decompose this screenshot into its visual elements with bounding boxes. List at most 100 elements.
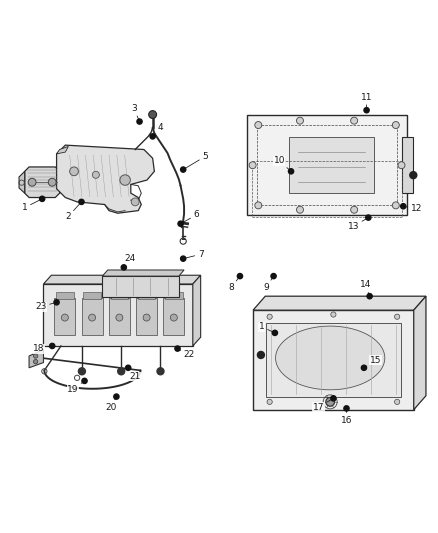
- Polygon shape: [193, 275, 201, 346]
- Bar: [257, 125, 397, 205]
- Circle shape: [79, 199, 84, 205]
- Circle shape: [351, 117, 358, 124]
- Circle shape: [267, 314, 272, 319]
- Text: 10: 10: [273, 156, 289, 169]
- Circle shape: [288, 169, 293, 174]
- Polygon shape: [57, 147, 68, 154]
- Circle shape: [118, 368, 125, 375]
- Polygon shape: [276, 326, 385, 390]
- Circle shape: [180, 167, 186, 172]
- Circle shape: [331, 395, 336, 401]
- Circle shape: [398, 161, 405, 169]
- Circle shape: [344, 406, 349, 411]
- Circle shape: [88, 314, 95, 321]
- Text: 5: 5: [186, 152, 208, 168]
- Polygon shape: [19, 171, 25, 193]
- Circle shape: [401, 204, 406, 209]
- Polygon shape: [247, 116, 407, 215]
- Text: 24: 24: [124, 254, 135, 268]
- Text: 7: 7: [186, 250, 204, 259]
- Polygon shape: [102, 270, 184, 276]
- Circle shape: [258, 351, 265, 359]
- Bar: [165, 292, 183, 299]
- Bar: [54, 298, 75, 335]
- Text: 19: 19: [67, 383, 82, 394]
- Circle shape: [33, 354, 38, 358]
- Circle shape: [297, 117, 304, 124]
- Polygon shape: [266, 323, 401, 397]
- Circle shape: [271, 273, 276, 279]
- Bar: [56, 292, 74, 299]
- Circle shape: [392, 202, 399, 209]
- Text: 23: 23: [35, 302, 54, 311]
- Text: 3: 3: [131, 104, 138, 119]
- Circle shape: [178, 221, 183, 227]
- Circle shape: [78, 368, 85, 375]
- Text: 17: 17: [313, 400, 331, 411]
- Bar: [138, 292, 155, 299]
- Text: 15: 15: [366, 356, 381, 366]
- Bar: [111, 292, 128, 299]
- Circle shape: [272, 330, 278, 335]
- Circle shape: [82, 378, 87, 384]
- Polygon shape: [414, 296, 426, 410]
- Polygon shape: [43, 275, 201, 284]
- Circle shape: [367, 294, 372, 299]
- Circle shape: [137, 119, 142, 124]
- Circle shape: [395, 314, 400, 319]
- Circle shape: [120, 175, 131, 185]
- Polygon shape: [29, 350, 43, 368]
- Circle shape: [361, 365, 367, 370]
- Text: 11: 11: [361, 93, 372, 108]
- Circle shape: [126, 365, 131, 370]
- Circle shape: [131, 198, 139, 206]
- Text: 1: 1: [22, 200, 40, 212]
- Circle shape: [351, 206, 358, 213]
- Bar: [136, 298, 157, 335]
- Text: 4: 4: [155, 123, 163, 134]
- Polygon shape: [25, 167, 60, 198]
- Circle shape: [297, 206, 304, 213]
- Circle shape: [237, 273, 243, 279]
- Circle shape: [175, 346, 180, 351]
- Text: 18: 18: [33, 344, 49, 353]
- Circle shape: [255, 202, 262, 209]
- Bar: [403, 138, 413, 193]
- Text: 16: 16: [341, 411, 352, 425]
- Circle shape: [49, 343, 55, 349]
- Circle shape: [410, 172, 417, 179]
- Circle shape: [395, 399, 400, 405]
- Circle shape: [326, 398, 335, 406]
- Circle shape: [116, 314, 123, 321]
- Bar: [163, 298, 184, 335]
- Circle shape: [255, 122, 262, 128]
- Polygon shape: [102, 276, 179, 297]
- Bar: [109, 298, 130, 335]
- Polygon shape: [57, 145, 154, 213]
- Circle shape: [114, 394, 119, 399]
- Circle shape: [121, 265, 127, 270]
- Circle shape: [157, 368, 164, 375]
- Polygon shape: [43, 284, 193, 346]
- Polygon shape: [253, 310, 414, 410]
- Text: 13: 13: [348, 219, 366, 231]
- Circle shape: [61, 314, 68, 321]
- Bar: [252, 161, 403, 217]
- Circle shape: [249, 161, 256, 169]
- Circle shape: [33, 359, 38, 364]
- Text: 8: 8: [228, 278, 238, 292]
- Text: 21: 21: [128, 368, 141, 381]
- Circle shape: [150, 134, 155, 139]
- Text: 2: 2: [66, 204, 80, 221]
- Text: 12: 12: [406, 204, 422, 213]
- Circle shape: [149, 111, 156, 118]
- Circle shape: [331, 312, 336, 317]
- Text: 22: 22: [180, 350, 195, 359]
- Bar: [81, 298, 102, 335]
- Circle shape: [267, 399, 272, 405]
- Circle shape: [180, 256, 186, 261]
- Circle shape: [70, 167, 78, 176]
- Bar: [289, 138, 374, 193]
- Circle shape: [366, 215, 371, 220]
- Circle shape: [170, 314, 177, 321]
